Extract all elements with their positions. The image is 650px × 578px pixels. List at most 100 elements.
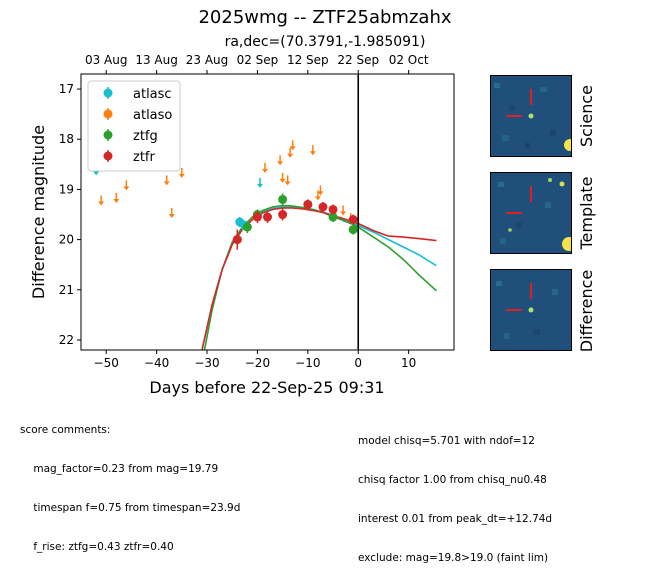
- upper-limit-arrow: [163, 181, 170, 186]
- legend-label: ztfg: [133, 129, 158, 144]
- difference-thumbnail: [490, 269, 572, 351]
- x-tick-label: −50: [94, 356, 119, 370]
- comment-line: model chisq=5.701 with ndof=12: [358, 435, 535, 447]
- legend-marker: [103, 109, 113, 119]
- score-comments: score comments: mag_factor=0.23 from mag…: [20, 398, 240, 567]
- upper-limit-arrow: [287, 153, 294, 158]
- top-tick-label: 02 Sep: [237, 53, 279, 67]
- upper-limit-atlaso: [279, 172, 286, 183]
- model-curve-ztfg: [203, 204, 437, 350]
- top-tick-label: 13 Aug: [135, 53, 178, 67]
- data-marker: [232, 235, 242, 245]
- legend-marker: [103, 151, 113, 161]
- data-point-ztfr: [263, 210, 272, 224]
- x-tick-label: −20: [245, 356, 270, 370]
- legend-label: ztfr: [133, 150, 155, 165]
- comment-line: chisq factor 1.00 from chisq_nu0.48: [358, 474, 547, 486]
- data-point-ztfr: [318, 201, 328, 212]
- legend-item-atlaso: atlaso: [103, 108, 172, 123]
- x-tick-label: 0: [354, 356, 362, 370]
- upper-limit-atlaso: [168, 208, 175, 218]
- comment-line: f_rise: ztfg=0.43 ztfr=0.40: [20, 541, 174, 553]
- science-image: [490, 75, 576, 157]
- x-axis-label: Days before 22-Sep-25 09:31: [149, 378, 384, 397]
- top-tick-label: 03 Aug: [85, 53, 128, 67]
- template-image: [490, 172, 576, 254]
- x-tick-label: 10: [401, 356, 416, 370]
- comment-line: score comments:: [20, 424, 111, 436]
- upper-limit-arrow: [98, 201, 105, 206]
- top-tick-label: 22 Sep: [337, 53, 379, 67]
- upper-limit-atlaso: [284, 175, 291, 186]
- data-point-ztfg: [348, 224, 358, 235]
- data-marker: [278, 210, 288, 220]
- data-point-ztfg: [278, 193, 288, 206]
- data-point-ztfg: [242, 221, 252, 234]
- legend-label: atlasc: [133, 87, 172, 102]
- thumbnail-labels: Science Template Difference: [577, 85, 596, 352]
- top-tick-label: 12 Sep: [287, 53, 329, 67]
- comment-line: mag_factor=0.23 from mag=19.79: [20, 463, 219, 475]
- legend-item-atlasc: atlasc: [103, 87, 172, 102]
- upper-limit-arrow: [256, 183, 263, 188]
- comment-line: exclude: mag=19.8>19.0 (faint lim): [358, 552, 549, 564]
- x-tick-label: −40: [144, 356, 169, 370]
- legend-item-ztfr: ztfr: [103, 150, 155, 165]
- upper-limit-arrow: [284, 181, 291, 186]
- upper-limit-arrow: [93, 171, 100, 176]
- template-label: Template: [577, 176, 596, 250]
- upper-limit-atlaso: [340, 205, 347, 216]
- upper-limit-arrow: [168, 214, 175, 218]
- upper-limit-arrow: [317, 191, 324, 196]
- data-point-ztfr: [328, 204, 338, 215]
- data-point-ztfr: [278, 208, 288, 221]
- data-point-ztfr: [303, 199, 313, 210]
- difference-label: Difference: [577, 270, 596, 352]
- top-tick-label: 23 Aug: [186, 53, 229, 67]
- science-thumbnail: [490, 75, 576, 157]
- upper-limit-atlaso: [289, 140, 296, 151]
- y-tick-label: 17: [59, 82, 74, 96]
- template-thumbnail: [490, 172, 576, 254]
- upper-limit-arrow: [309, 151, 316, 156]
- upper-limit-atlasc: [256, 177, 263, 188]
- y-axis-label: Difference magnitude: [29, 125, 48, 299]
- upper-limit-atlaso: [277, 155, 284, 166]
- upper-limit-atlaso: [98, 195, 105, 206]
- data-marker: [328, 204, 338, 214]
- upper-limit-arrow: [340, 211, 347, 216]
- data-marker: [348, 225, 358, 235]
- legend-marker: [103, 88, 113, 98]
- legend-item-ztfg: ztfg: [103, 129, 158, 144]
- legend-label: atlaso: [133, 108, 172, 123]
- data-marker: [318, 202, 328, 212]
- light-curve-chart: −50 −40 −30 −20 −10 0 10 17 18 19 20 21 22 03 Aug 13…: [29, 53, 455, 397]
- model-curve-atlasc: [201, 206, 437, 350]
- y-tick-label: 21: [59, 283, 74, 297]
- y-tick-label: 19: [59, 182, 74, 196]
- upper-limit-atlaso: [178, 167, 185, 178]
- upper-limit-atlaso: [317, 185, 324, 196]
- data-marker: [263, 212, 272, 222]
- upper-limit-arrow: [279, 178, 286, 183]
- x-tick-label: −10: [295, 356, 320, 370]
- data-point-ztfr: [252, 210, 262, 224]
- data-marker: [328, 212, 338, 222]
- data-marker: [348, 215, 358, 225]
- legend: atlasc atlaso ztfg ztfr: [87, 80, 181, 172]
- upper-limit-atlaso: [163, 175, 170, 186]
- model-curve-ztfr: [201, 207, 437, 350]
- upper-limit-atlaso: [309, 145, 316, 156]
- science-label: Science: [577, 85, 596, 147]
- y-tick-label: 22: [59, 333, 74, 347]
- upper-limit-arrow: [277, 161, 284, 166]
- y-tick-label: 18: [59, 132, 74, 146]
- upper-limit-atlaso: [113, 192, 120, 203]
- model-comments: model chisq=5.701 with ndof=12 chisq fac…: [358, 409, 552, 578]
- data-marker: [278, 194, 288, 204]
- upper-limit-atlaso: [287, 147, 294, 158]
- data-marker: [242, 222, 252, 232]
- legend-marker: [103, 130, 113, 140]
- difference-image: [490, 269, 572, 351]
- data-marker: [303, 199, 313, 209]
